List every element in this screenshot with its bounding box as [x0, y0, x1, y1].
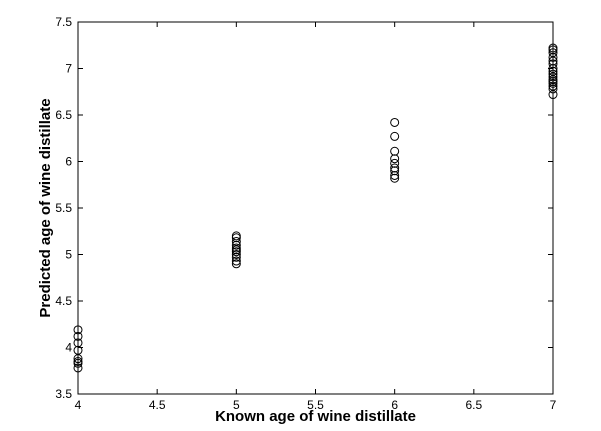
data-point: [548, 56, 558, 66]
y-tick-label: 4.5: [55, 294, 72, 308]
data-point: [390, 131, 400, 141]
data-point: [231, 250, 241, 259]
y-tick-label: 4: [65, 341, 72, 355]
data-point: [231, 233, 241, 243]
data-points: [73, 43, 558, 373]
plot-box: [77, 21, 554, 395]
data-point: [548, 72, 558, 82]
data-point: [548, 69, 558, 79]
data-point: [73, 363, 83, 373]
data-point: [548, 84, 558, 94]
y-tick-label: 3.5: [55, 387, 72, 401]
x-tick-label: 6.5: [465, 398, 482, 412]
data-point: [548, 45, 558, 55]
y-tick-label: 5.5: [55, 201, 72, 215]
data-point: [231, 256, 241, 266]
x-tick-label: 6: [391, 398, 398, 412]
data-point: [548, 59, 558, 69]
y-tick-label: 6: [65, 155, 72, 169]
plot-area: [77, 21, 554, 395]
data-point: [548, 78, 558, 88]
data-point: [390, 158, 400, 168]
y-tick-label: 6.5: [55, 108, 72, 122]
y-tick-label: 7: [65, 62, 72, 76]
data-point: [231, 259, 241, 269]
data-point: [390, 166, 400, 176]
data-point: [73, 338, 83, 348]
data-point: [390, 154, 400, 164]
data-point: [73, 354, 83, 364]
y-tick-label: 5: [65, 248, 72, 262]
data-point: [73, 358, 83, 368]
x-tick-label: 7: [550, 398, 557, 412]
x-tick-label: 4: [75, 398, 82, 412]
data-point: [73, 331, 83, 341]
x-tick-label: 5.5: [307, 398, 324, 412]
y-axis-label: Predicted age of wine distillate: [37, 98, 54, 317]
x-axis: 4 4.5 5 5.5 6 6.5 7: [75, 22, 557, 412]
data-point: [231, 247, 241, 257]
data-point: [548, 90, 558, 100]
data-point: [73, 325, 83, 335]
data-point: [231, 252, 241, 262]
data-point: [231, 240, 241, 250]
y-tick-label: 7.5: [55, 15, 72, 29]
y-axis: 3.5 4 4.5 5 5.5 6 6.5 7 7.5: [55, 15, 553, 401]
x-tick-label: 4.5: [149, 398, 166, 412]
data-point: [390, 163, 400, 173]
x-tick-label: 5: [233, 398, 240, 412]
data-point: [390, 173, 400, 183]
data-point: [390, 146, 400, 156]
data-point: [390, 117, 400, 127]
data-point: [548, 52, 558, 62]
x-axis-label: Known age of wine distillate: [215, 408, 416, 425]
data-point: [390, 170, 400, 180]
